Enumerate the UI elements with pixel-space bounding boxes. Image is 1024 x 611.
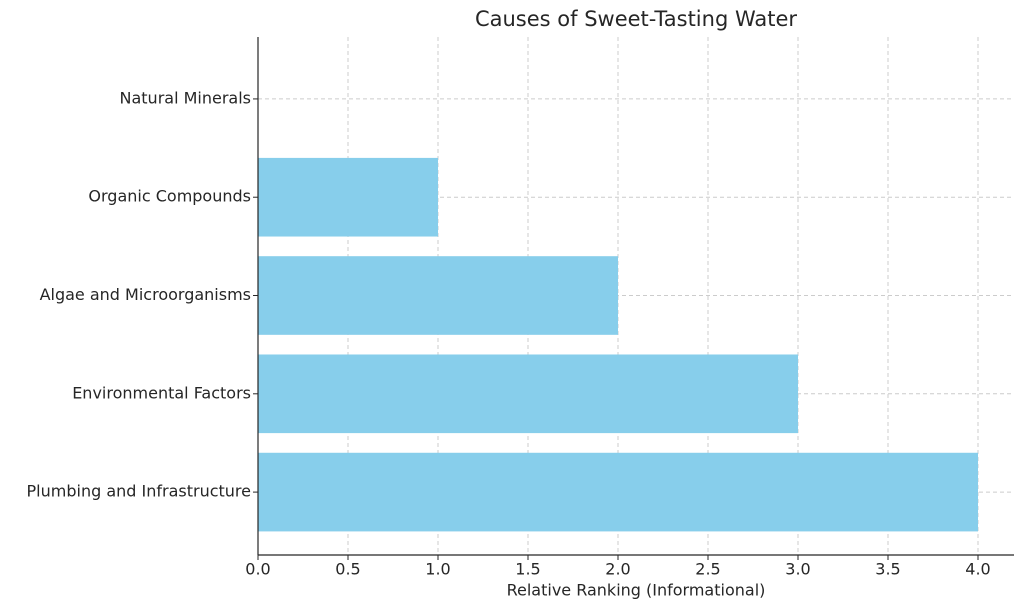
x-tick-label: 0.5	[335, 560, 360, 579]
y-tick-label: Organic Compounds	[88, 187, 251, 206]
y-tick-label: Algae and Microorganisms	[40, 285, 251, 304]
y-tick-label: Plumbing and Infrastructure	[27, 482, 251, 501]
x-tick-label: 1.5	[515, 560, 540, 579]
y-tick-label: Natural Minerals	[120, 88, 252, 107]
x-tick-label: 3.0	[785, 560, 810, 579]
y-tick-label: Environmental Factors	[72, 383, 251, 402]
chart-title: Causes of Sweet-Tasting Water	[475, 7, 797, 31]
x-tick-label: 0.0	[245, 560, 270, 579]
bar	[258, 256, 618, 335]
bar	[258, 157, 438, 237]
x-tick-label: 2.5	[695, 560, 720, 579]
x-axis-label: Relative Ranking (Informational)	[507, 581, 766, 600]
bar	[258, 354, 798, 434]
x-tick-label: 3.5	[875, 560, 900, 579]
x-tick-label: 1.0	[425, 560, 450, 579]
x-tick-label: 4.0	[965, 560, 990, 579]
bar	[258, 452, 978, 532]
x-tick-label: 2.0	[605, 560, 630, 579]
